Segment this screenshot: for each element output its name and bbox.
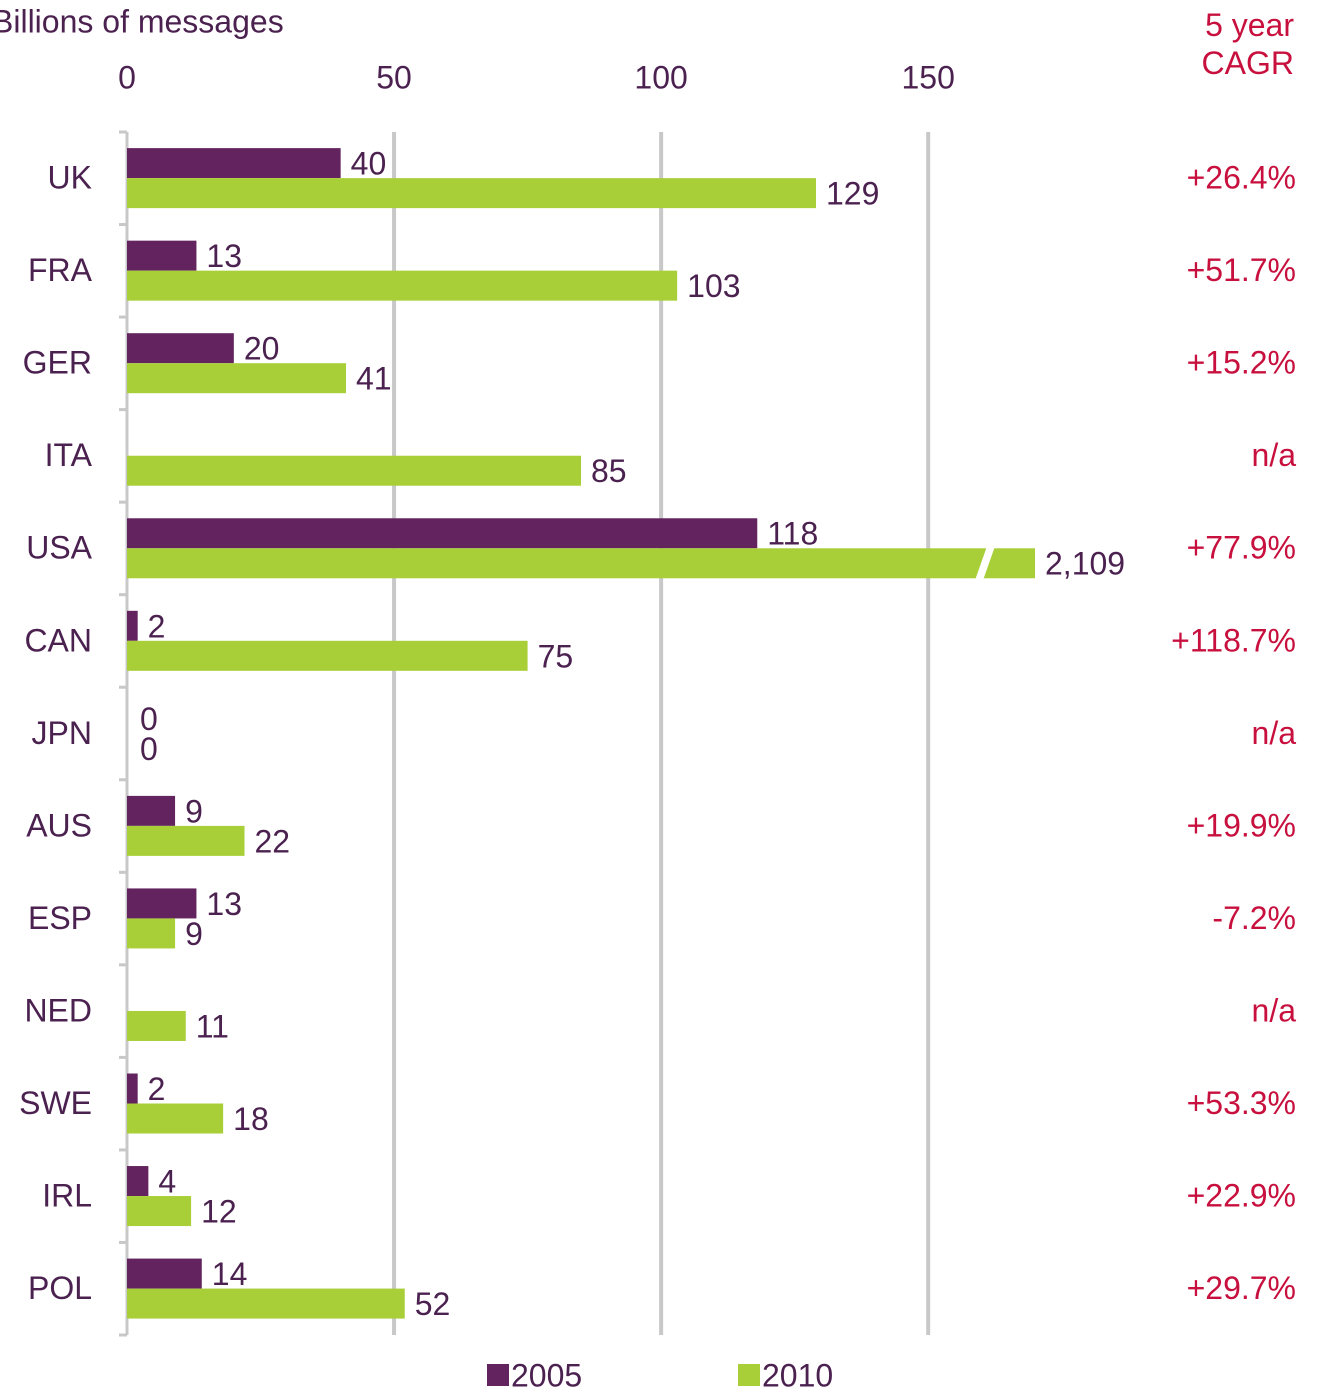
value-label: 118	[767, 516, 818, 552]
cagr-label: n/a	[1252, 715, 1297, 751]
category-label: USA	[26, 530, 92, 566]
value-label: 9	[185, 916, 203, 952]
cagr-label: +15.2%	[1187, 345, 1296, 381]
value-label: 85	[591, 453, 627, 489]
cagr-label: +77.9%	[1187, 530, 1296, 566]
bar	[127, 363, 346, 394]
bar	[127, 518, 758, 549]
value-label: 13	[206, 886, 242, 922]
value-label: 20	[244, 331, 280, 367]
value-label: 18	[233, 1101, 269, 1137]
category-label: ESP	[28, 900, 92, 936]
bar	[127, 1073, 138, 1104]
bar	[127, 1010, 186, 1041]
category-label: ITA	[45, 437, 93, 473]
cagr-title: 5 year CAGR	[1201, 7, 1294, 81]
legend-label: 2005	[511, 1357, 582, 1393]
cagr-label: +29.7%	[1187, 1270, 1296, 1306]
cagr-label: n/a	[1252, 992, 1297, 1028]
category-label: JPN	[32, 715, 92, 751]
bar	[127, 178, 817, 209]
value-label: 14	[212, 1256, 248, 1292]
legend-swatch	[487, 1364, 509, 1386]
category-label: IRL	[42, 1177, 92, 1213]
bar	[127, 795, 176, 826]
cagr-label: +118.7%	[1171, 622, 1296, 658]
cagr-label: +26.4%	[1187, 160, 1296, 196]
x-tick-label: 100	[634, 59, 687, 95]
bar	[127, 240, 197, 271]
value-label: 0	[140, 701, 158, 737]
bar	[127, 1258, 202, 1289]
x-tick-label: 150	[901, 59, 954, 95]
value-label: 0	[140, 731, 158, 767]
category-label: AUS	[26, 807, 92, 843]
value-label: 103	[687, 268, 740, 304]
bar	[127, 888, 197, 919]
value-label: 2	[148, 608, 166, 644]
category-label: POL	[28, 1270, 92, 1306]
category-label: UK	[48, 160, 92, 196]
bar	[127, 455, 581, 486]
cagr-label: +22.9%	[1187, 1177, 1296, 1213]
x-tick-label: 0	[118, 59, 136, 95]
bar	[127, 825, 245, 856]
value-label: 40	[351, 146, 387, 182]
bar	[127, 918, 176, 949]
value-label: 12	[201, 1193, 237, 1229]
value-label: 4	[158, 1163, 176, 1199]
bar	[127, 1288, 405, 1319]
cagr-label: +53.3%	[1187, 1085, 1296, 1121]
category-label: GER	[23, 345, 92, 381]
category-label: CAN	[24, 622, 92, 658]
cagr-label: n/a	[1252, 437, 1297, 473]
value-label: 75	[538, 638, 574, 674]
cagr-label: +51.7%	[1187, 252, 1296, 288]
bar	[127, 333, 234, 364]
value-label: 11	[196, 1008, 229, 1044]
legend-swatch	[738, 1364, 760, 1386]
axis-title: Billions of messages	[0, 3, 284, 39]
value-label: 9	[185, 793, 203, 829]
legend-label: 2010	[762, 1357, 833, 1393]
category-label: SWE	[19, 1085, 92, 1121]
category-label: NED	[24, 992, 92, 1028]
axis-break	[975, 546, 995, 581]
bar	[127, 640, 528, 671]
bar	[127, 610, 138, 641]
x-tick-label: 50	[376, 59, 412, 95]
cagr-label: +19.9%	[1187, 807, 1296, 843]
bar	[127, 1196, 192, 1227]
bar	[127, 270, 678, 301]
category-label: FRA	[28, 252, 93, 288]
value-label: 2,109	[1045, 546, 1125, 582]
bar	[127, 1166, 149, 1197]
value-label: 41	[356, 361, 392, 397]
value-label: 22	[255, 823, 291, 859]
cagr-label: -7.2%	[1212, 900, 1296, 936]
value-label: 13	[206, 238, 242, 274]
value-label: 52	[415, 1286, 451, 1322]
value-label: 2	[148, 1071, 166, 1107]
bar	[127, 548, 1035, 579]
bar	[127, 148, 341, 179]
bar	[127, 1103, 224, 1134]
value-label: 129	[826, 176, 879, 212]
